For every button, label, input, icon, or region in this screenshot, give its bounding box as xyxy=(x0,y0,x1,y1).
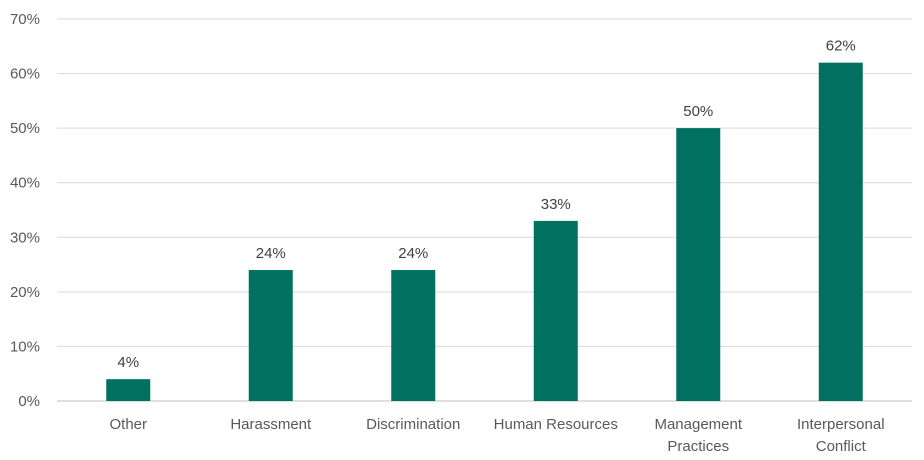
bar xyxy=(106,379,151,401)
category-label: Human Resources xyxy=(494,416,618,433)
bars xyxy=(106,62,863,402)
bar xyxy=(248,270,293,401)
category-label: Harassment xyxy=(230,416,312,433)
data-label: 62% xyxy=(826,38,856,55)
category-label: Management xyxy=(654,416,742,433)
category-label: Interpersonal xyxy=(797,416,885,433)
y-tick-label: 50% xyxy=(10,120,40,137)
data-label: 24% xyxy=(256,245,286,262)
y-tick-label: 0% xyxy=(18,393,40,410)
y-axis-tick-labels: 0% 10% 20% 30% 40% 50% 60% 70% xyxy=(10,11,40,410)
data-label: 4% xyxy=(117,354,139,371)
y-tick-label: 40% xyxy=(10,175,40,192)
bar xyxy=(818,62,863,402)
data-label: 24% xyxy=(398,245,428,262)
y-tick-label: 10% xyxy=(10,338,40,355)
category-labels: Other Harassment Discrimination Human Resou… xyxy=(109,416,884,455)
data-label: 33% xyxy=(541,196,571,213)
bar xyxy=(533,220,578,401)
bar xyxy=(676,128,721,401)
category-label: Practices xyxy=(667,438,729,455)
y-tick-label: 30% xyxy=(10,229,40,246)
category-label: Conflict xyxy=(816,438,867,455)
bar xyxy=(391,270,436,401)
category-label: Other xyxy=(109,416,147,433)
y-tick-label: 70% xyxy=(10,11,40,28)
data-label: 50% xyxy=(683,103,713,120)
category-label: Discrimination xyxy=(366,416,460,433)
gridlines xyxy=(57,18,912,402)
data-labels: 4% 24% 24% 33% 50% 62% xyxy=(117,38,855,372)
y-tick-label: 20% xyxy=(10,284,40,301)
y-tick-label: 60% xyxy=(10,66,40,83)
